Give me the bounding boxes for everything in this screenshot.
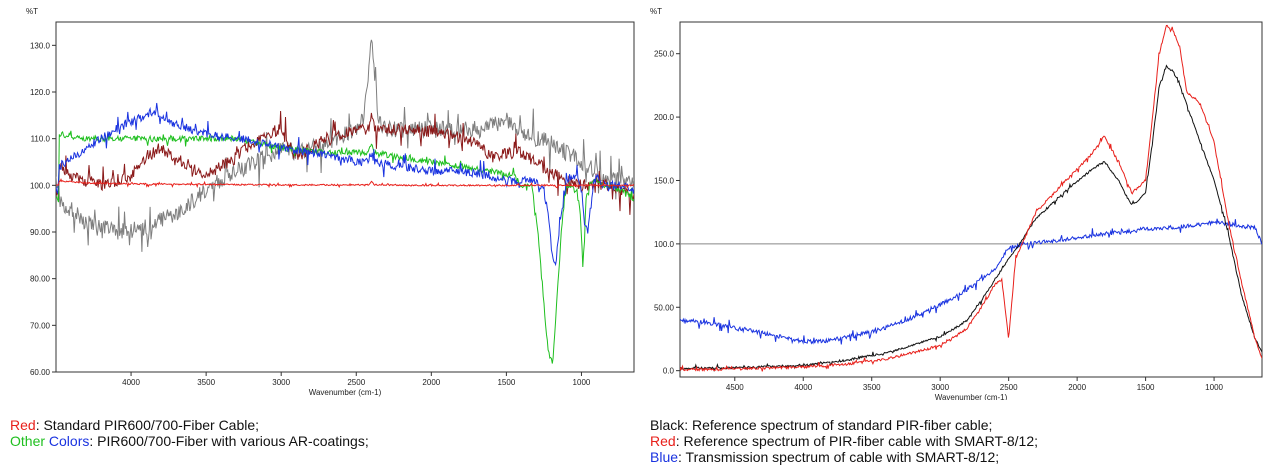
right-chart-x-tick-label-0: 4500: [726, 383, 744, 392]
right-chart-x-tick-label-5: 2000: [1068, 383, 1086, 392]
right-chart-x-tick-label-7: 1000: [1205, 383, 1223, 392]
right-chart-y-tick-label-2: 150.0: [654, 176, 675, 185]
right-caption-line-3: Blue: Transmission spectrum of cable wit…: [650, 449, 1038, 465]
right-caption-red-label: Red: [650, 433, 676, 449]
right-caption-blue-text: : Transmission spectrum of cable with SM…: [678, 449, 1000, 465]
left-chart-x-tick-label-6: 1000: [573, 378, 591, 387]
right-chart-plot-frame: [679, 21, 1263, 378]
left-chart-series-2: [56, 130, 634, 364]
right-chart-y-tick-label-1: 200.0: [654, 113, 675, 122]
left-caption-other-label: Other: [10, 433, 46, 449]
right-chart-x-tick-label-1: 4000: [794, 383, 812, 392]
right-chart-svg: %T 250.0 200.0 150.0 100.0 50.00 0.0 4500 4000 35…: [650, 7, 1263, 402]
left-chart-y-tick-label-1: 120.0: [30, 88, 51, 97]
left-chart-y-axis-label: %T: [26, 7, 38, 16]
right-chart-y-tick-label-4: 50.00: [654, 303, 675, 312]
right-chart-series-0: [680, 218, 1262, 345]
left-chart-x-tick-label-3: 2500: [347, 378, 365, 387]
left-chart-svg: %T 130.0 120.0 110.0 100.0 90.00 80.00 70.00 60.…: [26, 7, 635, 397]
left-spectrum-chart: %T 130.0 120.0 110.0 100.0 90.00 80.00 70.00 60.…: [0, 0, 640, 400]
left-chart-x-tick-label-4: 2000: [422, 378, 440, 387]
left-chart-series-4: [56, 178, 634, 189]
left-caption-line-2: Other Colors: PIR600/700-Fiber with vari…: [10, 433, 369, 449]
right-caption-blue-label: Blue: [650, 449, 679, 465]
right-chart-x-tick-label-4: 2500: [1000, 383, 1018, 392]
right-chart-y-tick-label-5: 0.0: [663, 367, 675, 376]
right-chart-x-axis-label: Wavenumber (cm-1): [935, 393, 1008, 400]
left-chart-plot-frame: [55, 21, 635, 373]
right-chart-y-axis-label: %T: [650, 7, 662, 16]
left-caption: Red: Standard PIR600/700-Fiber Cable; Ot…: [10, 417, 369, 449]
left-chart-x-axis-label: Wavenumber (cm-1): [309, 388, 382, 397]
right-spectrum-chart: %T 250.0 200.0 150.0 100.0 50.00 0.0 4500 4000 35…: [622, 0, 1266, 402]
right-caption-red-text: : Reference spectrum of PIR-fiber cable …: [675, 433, 1039, 449]
right-chart-y-tick-label-3: 100.0: [654, 240, 675, 249]
left-caption-red-text: : Standard PIR600/700-Fiber Cable;: [35, 417, 260, 433]
left-caption-colors-label: Colors: [48, 433, 90, 449]
left-chart-y-tick-label-3: 100.0: [30, 181, 51, 190]
right-caption-line-1: Black: Reference spectrum of standard PI…: [650, 417, 993, 433]
left-chart-y-tick-label-5: 80.00: [30, 275, 51, 284]
right-chart-x-tick-label-2: 3500: [863, 383, 881, 392]
right-chart-series-1: [680, 64, 1262, 372]
left-chart-x-tick-label-1: 3500: [197, 378, 215, 387]
left-caption-other-text: : PIR600/700-Fiber with various AR-coati…: [89, 433, 369, 449]
left-chart-y-tick-label-2: 110.0: [31, 135, 51, 144]
right-chart-series-2: [680, 24, 1262, 372]
left-chart-x-tick-label-5: 1500: [497, 378, 515, 387]
right-caption-line-2: Red: Reference spectrum of PIR-fiber cab…: [650, 433, 1038, 449]
left-caption-line-1: Red: Standard PIR600/700-Fiber Cable;: [10, 417, 369, 433]
left-chart-series-1: [56, 110, 634, 215]
left-chart-series-3: [56, 102, 634, 267]
right-chart-x-tick-label-3: 3000: [931, 383, 949, 392]
left-chart-y-tick-label-4: 90.00: [30, 228, 51, 237]
left-chart-series-0: [56, 39, 634, 252]
right-chart-x-tick-label-6: 1500: [1137, 383, 1155, 392]
right-caption: Black: Reference spectrum of standard PI…: [650, 417, 1038, 465]
left-chart-y-tick-label-0: 130.0: [30, 41, 51, 50]
left-caption-red-label: Red: [10, 417, 36, 433]
left-chart-y-tick-label-6: 70.00: [30, 321, 51, 330]
left-chart-y-tick-label-7: 60.00: [30, 368, 51, 377]
left-chart-x-tick-label-0: 4000: [122, 378, 140, 387]
left-chart-x-tick-label-2: 3000: [272, 378, 290, 387]
right-chart-y-tick-label-0: 250.0: [654, 50, 675, 59]
